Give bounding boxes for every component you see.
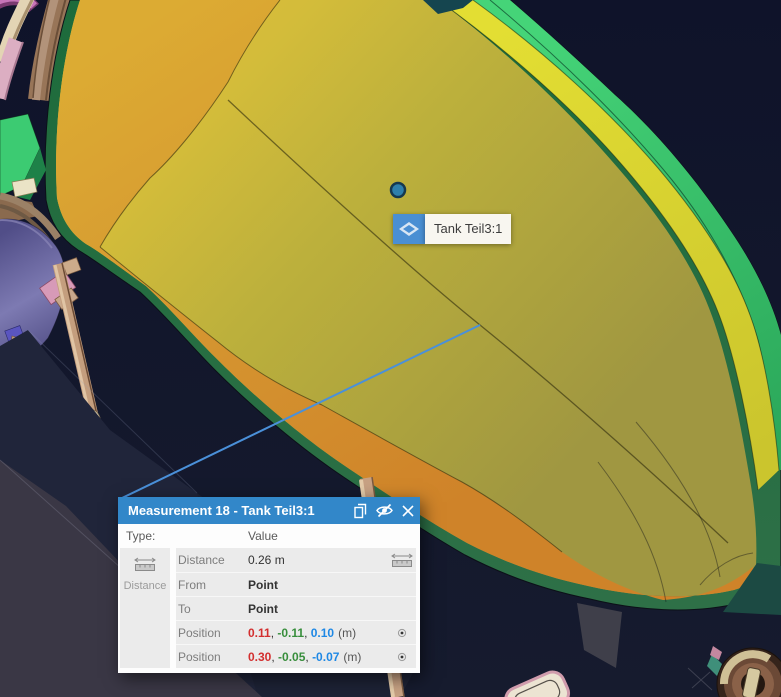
distance-row-icon (388, 553, 416, 568)
from-row: From Point (176, 572, 416, 596)
tank-seam-lines (99, 0, 780, 603)
hide-measurement-button[interactable] (372, 497, 396, 524)
close-icon (402, 504, 414, 517)
tank-orange-band (56, 0, 755, 600)
tank-yellow-strip (438, 0, 779, 490)
position-1-icon[interactable] (388, 628, 416, 638)
part-type-icon[interactable] (393, 214, 425, 244)
hose-parts (0, 0, 73, 102)
pos2-y: -0.05 (278, 649, 306, 664)
ruler-icon (134, 557, 156, 571)
tank-body (56, 0, 757, 597)
to-value: Point (248, 601, 278, 616)
separator: , (271, 649, 279, 664)
to-row: To Point (176, 596, 416, 620)
measurement-line (121, 324, 481, 499)
copy-button[interactable] (348, 497, 372, 524)
distance-row: Distance 0.26 m (176, 548, 416, 572)
tank-teal-shadow (723, 563, 781, 615)
distance-value: 0.26 m (248, 553, 285, 567)
table-header-row: Type: Value (118, 524, 420, 548)
separator: , (304, 625, 311, 640)
unit-label: (m) (343, 649, 362, 664)
layers-diamond-icon (399, 222, 419, 236)
pos1-y: -0.11 (277, 625, 305, 640)
point-icon (397, 652, 407, 661)
position-2-value: 0.30, -0.05, -0.07 (m) (248, 650, 388, 664)
measurement-point[interactable] (389, 181, 407, 199)
pos2-x: 0.30 (248, 649, 272, 664)
measurement-type-label: Distance (123, 580, 167, 592)
separator: , (305, 649, 313, 664)
measurement-type-cell: Distance (120, 548, 170, 668)
close-button[interactable] (396, 497, 420, 524)
type-column-header: Type: (126, 529, 156, 543)
measurement-panel-title: Measurement 18 - Tank Teil3:1 (128, 503, 315, 518)
measurement-panel: Measurement 18 - Tank Teil3:1 (118, 497, 420, 673)
measurement-table: Distance Distance 0.26 m (120, 548, 416, 668)
row-label: Distance (178, 553, 225, 567)
tank-model[interactable] (44, 0, 781, 615)
visibility-off-icon (375, 503, 393, 518)
part-tooltip-label: Tank Teil3:1 (425, 214, 512, 244)
row-label: Position (178, 649, 221, 664)
ruler-icon (391, 553, 413, 567)
measurement-values: Distance 0.26 m From Point (176, 548, 416, 668)
position-2-icon[interactable] (388, 652, 416, 662)
separator: , (270, 625, 278, 640)
from-value: Point (248, 577, 278, 592)
pos1-z: 0.10 (310, 625, 335, 640)
pos2-z: -0.07 (312, 649, 340, 664)
row-label: From (178, 577, 206, 592)
part-tooltip: Tank Teil3:1 (393, 214, 512, 244)
unit-label: (m) (338, 625, 357, 640)
left-machinery (0, 113, 101, 500)
measurement-panel-header[interactable]: Measurement 18 - Tank Teil3:1 (118, 497, 420, 524)
row-label: Position (178, 625, 221, 640)
row-label: To (178, 601, 191, 616)
copy-icon (353, 503, 366, 518)
wheel-fitting (687, 646, 781, 697)
tank-green-band (473, 0, 781, 470)
value-column-header: Value (248, 529, 278, 543)
pos1-x: 0.11 (248, 625, 271, 640)
position-row-1: Position 0.11, -0.11, 0.10 (m) (176, 620, 416, 644)
position-row-2: Position 0.30, -0.05, -0.07 (m) (176, 644, 416, 668)
tank-top-notch (423, 0, 473, 14)
position-1-value: 0.11, -0.11, 0.10 (m) (248, 626, 388, 640)
point-icon (397, 628, 407, 637)
